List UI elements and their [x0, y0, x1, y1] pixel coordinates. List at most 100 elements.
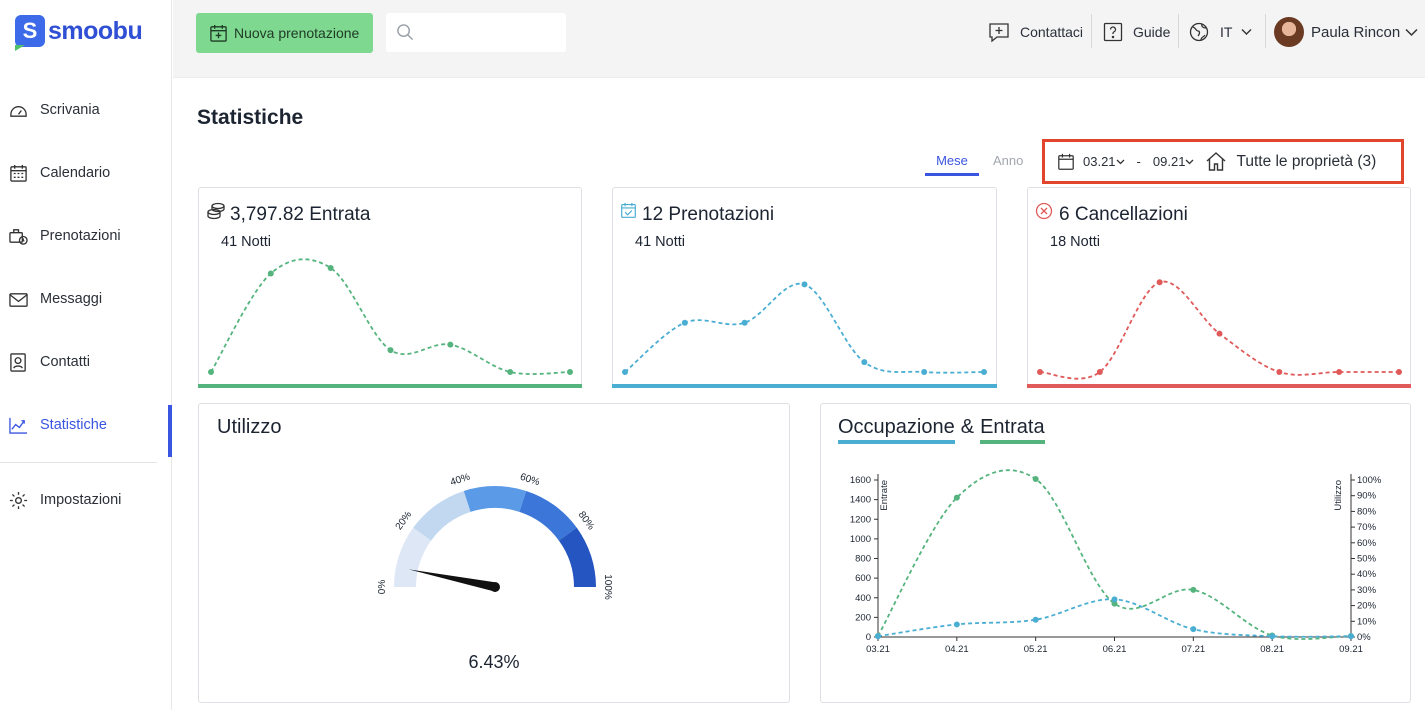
sparkline-point	[981, 369, 987, 375]
sidebar-item-impostazioni[interactable]: Impostazioni	[0, 480, 172, 520]
x-tick-label: 07.21	[1181, 644, 1205, 655]
sparkline-point	[1276, 369, 1283, 375]
calendar-icon	[10, 164, 27, 182]
cancel-circle-icon	[1035, 202, 1053, 220]
top-divider	[1178, 14, 1179, 48]
series-point	[875, 633, 881, 640]
y2-tick-label: 30%	[1357, 585, 1377, 596]
y2-tick-label: 60%	[1357, 538, 1377, 549]
top-bar: Nuova prenotazione Contattaci Guide IT P…	[173, 0, 1425, 78]
sparkline-point	[681, 319, 688, 326]
date-property-filter: 03.21 - 09.21 Tutte le proprietà (3)	[1042, 139, 1404, 184]
x-tick-label: 03.21	[866, 644, 890, 655]
chevron-down-icon	[1241, 29, 1252, 35]
booking-icon	[9, 228, 28, 245]
sparkline-point	[1336, 369, 1343, 375]
y2-tick-label: 10%	[1357, 616, 1377, 627]
x-tick-label: 04.21	[945, 644, 969, 655]
sidebar-item-statistiche[interactable]: Statistiche	[0, 405, 172, 457]
gauge-band	[519, 490, 577, 541]
new-booking-label: Nuova prenotazione	[234, 25, 360, 41]
utilization-value: 6.43%	[468, 652, 520, 672]
avatar	[1274, 17, 1304, 47]
y2-tick-label: 80%	[1357, 506, 1377, 517]
tab-anno[interactable]: Anno	[993, 153, 1024, 168]
sidebar-item-label: Calendario	[40, 165, 111, 181]
sidebar-item-prenotazioni[interactable]: Prenotazioni	[0, 216, 172, 256]
series-point	[1032, 476, 1039, 483]
utilization-gauge: 0% 20% 40% 60% 80% 100%	[377, 472, 613, 600]
gear-icon	[9, 491, 28, 509]
search-box[interactable]	[386, 13, 566, 52]
sparkline-point	[208, 369, 214, 375]
stat-title: 6 Cancellazioni	[1059, 204, 1188, 225]
y2-tick-label: 90%	[1357, 491, 1377, 502]
gauge-tick-label: 60%	[519, 472, 542, 489]
sparkline-point	[567, 369, 573, 375]
user-menu[interactable]: Paula Rincon	[1274, 15, 1418, 49]
property-select[interactable]: Tutte le proprietà (3)	[1206, 152, 1376, 171]
sidebar-item-label: Scrivania	[40, 102, 100, 118]
search-icon	[397, 24, 414, 41]
y2-tick-label: 70%	[1357, 522, 1377, 533]
contact-link[interactable]: Contattaci	[988, 15, 1083, 49]
search-input[interactable]	[424, 21, 554, 43]
y2-tick-label: 40%	[1357, 569, 1377, 580]
utilizzo-title: Utilizzo	[217, 416, 282, 438]
sparkline-point	[1096, 369, 1103, 375]
tab-mese[interactable]: Mese	[925, 153, 979, 176]
sparkline-point	[327, 265, 334, 271]
sidebar-item-scrivania[interactable]: Scrivania	[0, 90, 172, 130]
series-point	[1190, 586, 1197, 593]
sparkline-point	[387, 347, 394, 354]
y2-tick-label: 20%	[1357, 601, 1377, 612]
sparkline-point	[1156, 279, 1163, 286]
sparkline-point	[1037, 369, 1043, 375]
series-point	[1032, 616, 1039, 623]
x-tick-label: 06.21	[1103, 644, 1127, 655]
sidebar-item-calendario[interactable]: Calendario	[0, 153, 172, 193]
stat-subtitle: 18 Notti	[1050, 234, 1100, 250]
sparkline	[622, 281, 987, 375]
stat-subtitle: 41 Notti	[221, 234, 271, 250]
series-line	[877, 469, 1352, 640]
guide-link[interactable]: Guide	[1103, 15, 1170, 49]
stat-color-bar	[198, 384, 582, 388]
calendar-check-icon	[621, 202, 636, 218]
date-to-select[interactable]: 09.21	[1153, 154, 1195, 169]
gauge-band	[394, 527, 432, 587]
date-to: 09.21	[1152, 154, 1186, 169]
chevron-down-icon	[1405, 28, 1418, 36]
coins-icon	[207, 202, 225, 220]
series-point	[1190, 626, 1197, 633]
y-tick-label: 600	[855, 573, 871, 584]
legend-occupazione[interactable]: Occupazione	[838, 416, 955, 444]
stat-title: 3,797.82 Entrata	[230, 204, 371, 225]
sparkline-point	[507, 369, 514, 375]
y2-tick-label: 0%	[1357, 632, 1371, 643]
y2-axis-label: Utilizzo	[1333, 480, 1344, 511]
occupancy-revenue-chart: 0 200 400 600 800 1000 1200 1400 1600 0% 10% 20% 30%…	[850, 469, 1382, 655]
sidebar-item-contatti[interactable]: Contatti	[0, 342, 172, 382]
page-title: Statistiche	[197, 106, 304, 129]
calendar-plus-icon	[210, 24, 227, 42]
sidebar-item-messaggi[interactable]: Messaggi	[0, 279, 172, 319]
sparkline	[208, 258, 573, 375]
legend-entrata[interactable]: Entrata	[980, 416, 1045, 444]
y-tick-label: 1000	[850, 534, 871, 545]
new-booking-button[interactable]: Nuova prenotazione	[196, 13, 373, 53]
gauge-hub	[490, 582, 500, 592]
gauge-tick-label: 0%	[377, 580, 388, 595]
y-tick-label: 200	[855, 612, 871, 623]
gauge-band	[413, 490, 471, 541]
sparkline-line	[624, 282, 985, 374]
sparkline-point	[1396, 369, 1402, 375]
date-from-select[interactable]: 03.21	[1083, 154, 1125, 169]
property-label: Tutte le proprietà (3)	[1236, 152, 1377, 170]
x-tick-label: 09.21	[1339, 644, 1363, 655]
y-axis-label: Entrate	[879, 480, 890, 511]
sparkline-point	[622, 369, 628, 375]
language-selector[interactable]: IT	[1189, 15, 1252, 49]
help-icon	[1103, 22, 1123, 42]
logo[interactable]: S smoobu	[15, 15, 143, 51]
